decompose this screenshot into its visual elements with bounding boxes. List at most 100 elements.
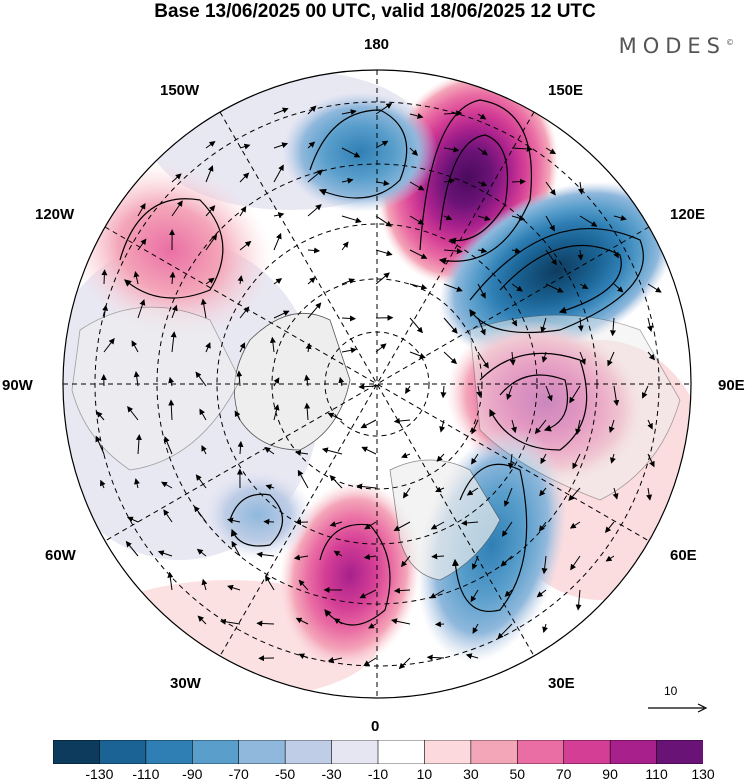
wind-arrow xyxy=(545,181,556,196)
wind-arrow xyxy=(503,487,513,507)
wind-arrow xyxy=(465,653,479,660)
wind-arrow xyxy=(577,249,584,261)
wind-arrow xyxy=(239,172,250,183)
wind-arrow xyxy=(100,479,106,489)
wind-arrow xyxy=(359,589,377,599)
wind-arrow xyxy=(435,486,445,493)
wind-arrow xyxy=(613,215,627,221)
streamlines xyxy=(119,99,644,626)
wind-arrow xyxy=(439,419,446,433)
brand-mark: © xyxy=(726,38,734,47)
wind-arrow xyxy=(137,238,147,251)
wind-arrow xyxy=(375,215,393,227)
wind-arrow xyxy=(164,436,173,455)
colorbar-tick-label: -10 xyxy=(367,766,389,782)
wind-arrow xyxy=(466,487,479,496)
wind-arrow xyxy=(363,553,377,560)
wind-arrow xyxy=(431,553,445,560)
wind-arrow xyxy=(646,487,653,501)
wind-arrow xyxy=(298,579,309,591)
wind-arrow xyxy=(511,215,526,222)
colorbar-tick-label: 50 xyxy=(509,766,526,782)
wind-arrow xyxy=(205,233,218,251)
wind-arrow xyxy=(297,469,309,489)
wind-arrow xyxy=(569,521,581,529)
wind-arrow xyxy=(327,656,343,663)
wind-arrow xyxy=(205,205,216,217)
wind-arrow xyxy=(135,434,142,455)
wind-arrow xyxy=(195,474,207,489)
lon-label-150w: 150W xyxy=(160,82,200,99)
wind-arrow xyxy=(361,446,377,455)
wind-arrow xyxy=(409,283,428,290)
wind-arrow xyxy=(605,555,615,562)
wind-arrow xyxy=(263,518,275,525)
wind-arrow xyxy=(201,445,207,455)
wind-arrow xyxy=(327,412,343,421)
wind-arrow xyxy=(509,351,516,366)
wind-arrow xyxy=(168,376,175,387)
wind-arrow xyxy=(329,521,343,527)
wind-arrow xyxy=(375,272,390,285)
vector-reference-arrow xyxy=(648,703,708,713)
wind-arrow xyxy=(96,411,105,421)
lon-label-60w: 60W xyxy=(45,547,76,564)
colorbar-tick-label: 90 xyxy=(602,766,618,782)
wind-arrow xyxy=(577,317,584,332)
wind-arrow xyxy=(402,487,411,499)
wind-arrow xyxy=(298,653,309,660)
wind-arrow xyxy=(443,214,453,221)
wind-arrow xyxy=(227,517,241,524)
lon-label-120w: 120W xyxy=(35,206,75,223)
wind-arrow xyxy=(443,317,458,334)
wind-arrow xyxy=(443,283,463,292)
wind-arrow xyxy=(572,453,581,470)
wind-arrow xyxy=(429,589,445,599)
wind-arrow xyxy=(391,618,411,625)
colorbar-swatch xyxy=(191,740,240,764)
wind-arrow xyxy=(409,351,426,359)
wind-arrow xyxy=(470,589,479,603)
negative-anomaly xyxy=(203,470,313,560)
lon-label-30e: 30E xyxy=(548,675,575,692)
wind-arrow xyxy=(507,453,514,470)
wind-arrow xyxy=(273,278,283,285)
wind-arrow xyxy=(273,107,289,115)
wind-arrow xyxy=(307,105,317,115)
wind-arrow xyxy=(610,317,616,337)
wind-arrow xyxy=(613,283,624,293)
wind-arrow xyxy=(321,447,343,455)
wind-arrow xyxy=(501,521,513,537)
lon-label-150e: 150E xyxy=(548,82,584,99)
wind-arrow xyxy=(511,178,526,185)
wind-arrow xyxy=(398,657,411,670)
wind-arrow xyxy=(363,657,377,667)
wind-arrow xyxy=(443,177,456,184)
wind-arrow xyxy=(607,351,615,367)
lon-label-180: 180 xyxy=(364,36,390,53)
wind-arrow xyxy=(95,435,105,455)
wind-arrow xyxy=(265,575,275,591)
colorbar-tick-label: 110 xyxy=(645,766,668,782)
wind-arrow xyxy=(157,550,173,557)
wind-arrow xyxy=(538,521,547,532)
wind-arrow xyxy=(405,385,411,394)
wind-arrow xyxy=(540,453,547,465)
wind-arrow xyxy=(231,540,241,557)
wind-arrow xyxy=(307,141,316,149)
land-asia xyxy=(469,314,681,501)
wind-arrow xyxy=(409,317,423,334)
wind-arrow xyxy=(273,142,289,149)
wind-arrow xyxy=(534,419,547,435)
wind-arrow xyxy=(477,113,487,120)
wind-arrow xyxy=(341,215,362,224)
wind-arrow xyxy=(195,371,207,387)
wind-arrow xyxy=(570,555,581,571)
wind-arrow xyxy=(409,249,428,259)
wind-arrow xyxy=(647,453,655,468)
wind-arrow xyxy=(430,521,445,530)
wind-arrow xyxy=(269,336,276,353)
wind-arrow xyxy=(440,385,447,399)
colorbar-tick-label: -110 xyxy=(132,766,160,782)
